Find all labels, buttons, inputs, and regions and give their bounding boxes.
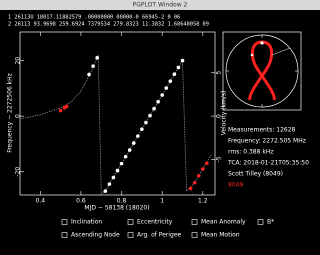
y-axis-label: Frequency − 2272506 kHz	[7, 73, 14, 153]
x-tick-label: 1.2	[198, 198, 208, 205]
y-tick-label: -20	[15, 167, 22, 177]
measurement	[180, 58, 185, 63]
measurement	[188, 186, 193, 191]
measurement	[201, 167, 205, 171]
horizon-circle	[225, 34, 299, 108]
measurement	[140, 127, 144, 131]
info-line: TCA: 2018-01-21T05:35:50	[227, 160, 309, 167]
site-id: 8049	[228, 182, 243, 189]
checkbox[interactable]	[61, 232, 68, 238]
measurement	[111, 175, 116, 180]
measurement	[172, 72, 177, 77]
measurement	[123, 154, 128, 159]
track-dot	[260, 41, 264, 45]
measurement	[115, 168, 120, 173]
x-tick-label: 0.6	[76, 198, 86, 205]
x-tick-label: 1	[160, 198, 164, 205]
measurement	[95, 56, 99, 60]
info-line: Frequency: 2272.505 MHz	[228, 138, 306, 145]
tle-line: 1 26113U 18017.11882579 .00000000 00000-…	[8, 15, 180, 21]
measurement	[192, 180, 197, 185]
model-curve	[19, 54, 212, 195]
polar-plot	[222, 31, 302, 111]
measurement	[160, 93, 164, 97]
window-title: PGPLOT Window 2	[133, 2, 188, 9]
checkbox-label[interactable]: B*	[267, 219, 274, 226]
measurement	[103, 189, 108, 193]
info-line: Measurements: 12628	[228, 127, 296, 134]
measurement	[156, 99, 160, 104]
plot-frame	[19, 31, 216, 196]
y2-axis-label: Velocity (km/s)	[221, 91, 228, 136]
y2-tick-label: 0	[216, 114, 223, 118]
track-dot	[250, 53, 254, 57]
checkbox[interactable]	[127, 219, 134, 225]
checkbox[interactable]	[191, 219, 198, 225]
measurement	[168, 79, 173, 83]
measurement	[148, 113, 152, 118]
info-line: Scott Tilley (8049)	[228, 171, 283, 178]
checkbox-label[interactable]: Ascending Node	[71, 232, 120, 239]
measurement	[136, 134, 140, 138]
checkbox-label[interactable]: Arg. of Perigee	[137, 232, 182, 239]
checkbox-label[interactable]: Mean Anomaly	[201, 219, 246, 226]
ground-track	[248, 40, 276, 101]
checkbox[interactable]	[257, 219, 264, 225]
measurement	[87, 72, 91, 77]
y-tick-label: 0	[15, 114, 22, 118]
checkbox-label[interactable]: Eccentricity	[137, 219, 173, 226]
checkbox-label[interactable]: Inclination	[71, 219, 102, 226]
measurement	[131, 141, 136, 145]
measurement	[64, 104, 69, 109]
measurement	[152, 106, 156, 111]
checkbox[interactable]	[61, 219, 68, 225]
measurement	[91, 64, 95, 68]
measurement	[164, 86, 169, 90]
y2-tick-label: 5	[216, 71, 223, 75]
measurement	[144, 120, 148, 125]
pointer	[271, 47, 291, 56]
measurement	[127, 148, 132, 152]
measurement	[196, 174, 201, 178]
x-axis-label: MJD − 58138 (18020)	[84, 205, 149, 212]
info-line: rms: 0.388 kHz	[228, 149, 273, 156]
title-bar	[0, 0, 320, 10]
polar-frame	[222, 31, 302, 111]
checkbox[interactable]	[127, 232, 134, 238]
measurement	[176, 65, 181, 70]
measurement	[58, 108, 63, 113]
checkbox[interactable]	[191, 232, 198, 238]
x-tick-label: 0.8	[117, 198, 127, 205]
measurement	[119, 161, 124, 166]
x-tick-label: 0.4	[36, 198, 46, 205]
y2-tick-label: -5	[216, 156, 223, 162]
measurement	[205, 161, 209, 166]
tle-line: 2 26113 93.9698 259.6924 7379534 279.832…	[8, 22, 209, 28]
measurement	[107, 182, 112, 186]
y-tick-label: 20	[15, 57, 22, 65]
checkbox-label[interactable]: Mean Motion	[201, 232, 240, 239]
